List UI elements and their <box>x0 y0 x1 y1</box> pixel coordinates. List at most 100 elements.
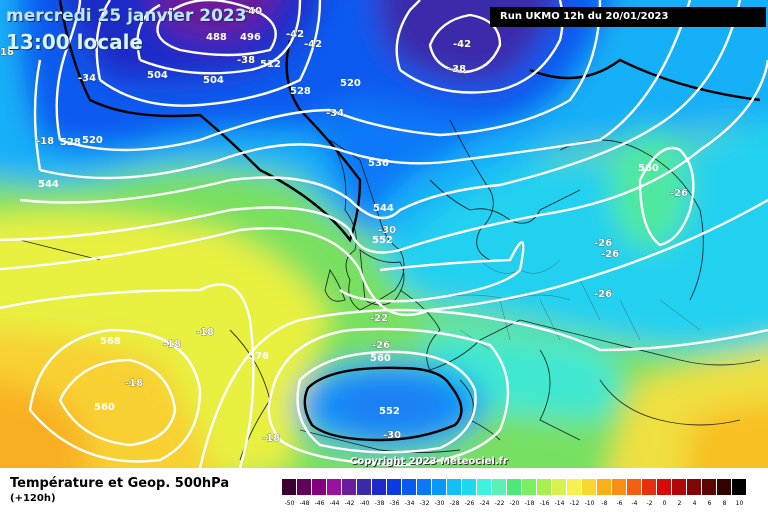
run-info-banner: Run UKMO 12h du 20/01/2023 <box>490 7 766 27</box>
color-scale-label: 6 <box>707 500 712 507</box>
color-scale-label: -20 <box>509 500 520 507</box>
geopotential-label: 520 <box>340 78 361 89</box>
geopotential-label: 504 <box>147 70 168 81</box>
color-swatch <box>537 479 552 495</box>
color-swatch <box>297 479 312 495</box>
color-swatch <box>312 479 327 495</box>
color-swatch <box>732 479 747 495</box>
geopotential-label: 496 <box>240 32 261 43</box>
color-swatch <box>417 479 432 495</box>
map-labels: 488 496 504 504 512 520 520 528 528 536 … <box>0 6 688 445</box>
temperature-label: -42 <box>453 39 471 50</box>
color-scale-label: -16 <box>539 500 550 507</box>
color-swatch <box>402 479 417 495</box>
color-swatch <box>447 479 462 495</box>
color-scale-label: -32 <box>419 500 430 507</box>
color-scale-label: -18 <box>524 500 535 507</box>
color-swatch <box>282 479 297 495</box>
geopotential-label: 544 <box>373 203 394 214</box>
color-swatch <box>582 479 597 495</box>
temperature-label: -34 <box>326 108 344 119</box>
temperature-label: -26 <box>670 188 688 199</box>
geopotential-label: 560 <box>370 353 391 364</box>
color-scale-label: -10 <box>584 500 595 507</box>
temperature-label: -18 <box>163 339 181 350</box>
low-pressure-contours <box>58 0 761 442</box>
geopotential-label: 520 <box>82 135 103 146</box>
geopotential-label: 552 <box>379 406 400 417</box>
color-scale-label: -14 <box>554 500 565 507</box>
color-swatch <box>642 479 657 495</box>
color-scale-label: -22 <box>494 500 505 507</box>
geopotential-label: 560 <box>638 163 659 174</box>
color-swatch <box>657 479 672 495</box>
geopotential-contours <box>0 0 768 468</box>
color-scale-label: -46 <box>314 500 325 507</box>
color-scale-label: 4 <box>692 500 697 507</box>
geopotential-label: 568 <box>100 336 121 347</box>
geopotential-label: 576 <box>248 351 269 362</box>
geopotential-label: 544 <box>38 179 59 190</box>
temperature-label: -18 <box>262 433 280 444</box>
color-swatch <box>567 479 582 495</box>
color-swatch <box>372 479 387 495</box>
forecast-hour: (+120h) <box>10 493 56 504</box>
temperature-label: -22 <box>370 313 388 324</box>
temperature-label: -26 <box>601 249 619 260</box>
temperature-label: -34 <box>78 73 96 84</box>
color-scale-label: -42 <box>344 500 355 507</box>
color-scale-label: -30 <box>434 500 445 507</box>
temperature-label: -26 <box>594 289 612 300</box>
color-scale-label: -28 <box>449 500 460 507</box>
geopotential-label: 512 <box>260 59 281 70</box>
geopotential-label: 504 <box>203 75 224 86</box>
color-swatch <box>612 479 627 495</box>
color-swatch <box>717 479 732 495</box>
geopotential-label: 560 <box>94 402 115 413</box>
color-scale-label: -26 <box>464 500 475 507</box>
color-scale-label: -36 <box>389 500 400 507</box>
color-scale-label: -24 <box>479 500 490 507</box>
color-swatch <box>627 479 642 495</box>
color-swatch <box>552 479 567 495</box>
temperature-label: -18 <box>196 327 214 338</box>
copyright: Copyright 2023 Meteociel.fr <box>350 456 508 467</box>
color-swatch <box>702 479 717 495</box>
color-scale-label: -2 <box>646 500 653 507</box>
geopotential-label: 552 <box>372 235 393 246</box>
color-scale-label: 8 <box>722 500 727 507</box>
color-swatch <box>522 479 537 495</box>
temperature-label: -38 <box>237 55 255 66</box>
map-title: Température et Geop. 500hPa <box>10 476 230 491</box>
temperature-label: 18 <box>0 47 14 58</box>
geopotential-label: 528 <box>60 137 81 148</box>
color-scale-label: 10 <box>735 500 744 507</box>
color-swatch <box>327 479 342 495</box>
color-scale-label: -50 <box>284 500 295 507</box>
weather-map: 488 496 504 504 512 520 520 528 528 536 … <box>0 0 768 468</box>
temperature-label: -38 <box>448 64 466 75</box>
color-swatch <box>342 479 357 495</box>
geopotential-label: 536 <box>368 158 389 169</box>
color-scale-label: -12 <box>569 500 580 507</box>
geopotential-label: 528 <box>290 86 311 97</box>
temperature-label: -26 <box>372 340 390 351</box>
color-swatch <box>492 479 507 495</box>
temperature-label: -40 <box>244 6 262 17</box>
color-scale-labels: -50 -48 -46 -44 -42 -40 -38 -36 -34 -32 -30 -28 -26-… <box>282 500 747 507</box>
color-swatch <box>357 479 372 495</box>
color-swatch <box>507 479 522 495</box>
color-swatch <box>597 479 612 495</box>
color-scale-label: 2 <box>677 500 682 507</box>
temperature-label: -30 <box>378 225 396 236</box>
temperature-label: -26 <box>594 238 612 249</box>
color-scale-label: -48 <box>299 500 310 507</box>
color-scale-label: -40 <box>359 500 370 507</box>
forecast-date: mercredi 25 janvier 2023 <box>6 6 247 26</box>
color-scale-label: -34 <box>404 500 415 507</box>
color-swatch <box>687 479 702 495</box>
color-scale-label: -4 <box>631 500 638 507</box>
color-scale-label: -44 <box>329 500 340 507</box>
color-scale <box>282 479 747 495</box>
